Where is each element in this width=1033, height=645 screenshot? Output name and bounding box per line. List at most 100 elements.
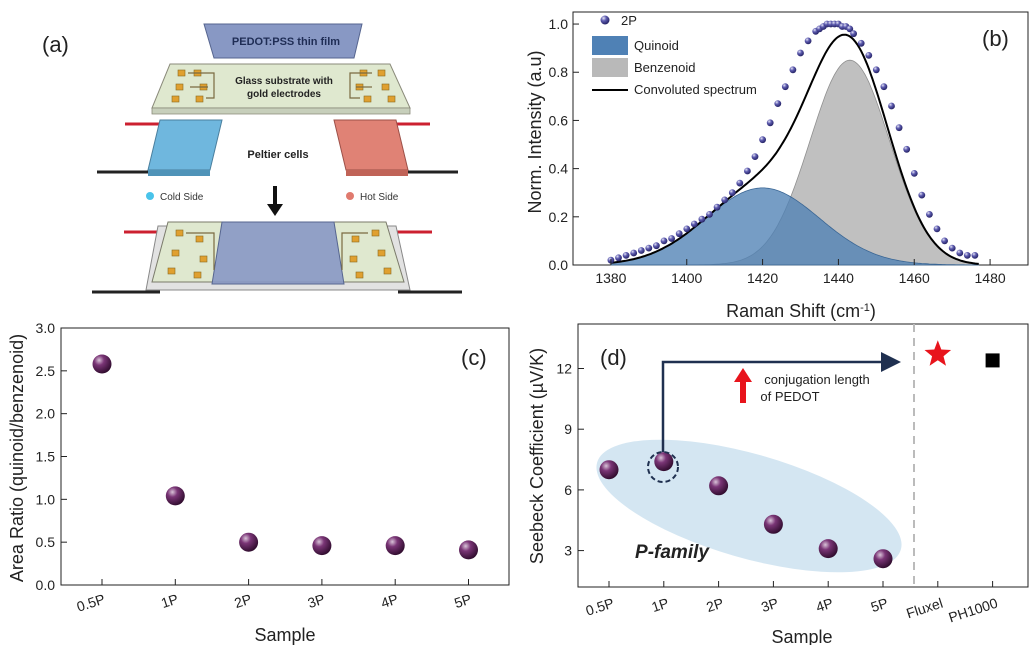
y-tick-label: 0.0 — [549, 257, 569, 273]
x-tick-label: 1460 — [899, 270, 930, 286]
raman-point — [736, 179, 744, 187]
substrate-label-2: gold electrodes — [247, 89, 321, 100]
panel-a-label: (a) — [42, 32, 69, 57]
raman-point — [615, 254, 622, 262]
cold-side-dot — [146, 192, 154, 200]
panel-b-label: (b) — [982, 26, 1009, 51]
x-tick-label: 4P — [814, 595, 835, 616]
x-tick-label: 5P — [452, 591, 473, 612]
raman-point — [963, 252, 971, 259]
highlight-1p-dashed-circle — [647, 451, 679, 483]
seebeck-point — [873, 549, 893, 569]
y-tick-label: 3 — [564, 543, 572, 559]
seebeck-point — [709, 476, 729, 496]
raman-point — [880, 83, 888, 91]
raman-point — [926, 211, 933, 218]
plot-b-axes: 1380 1400 1420 1440 1460 1480 0.0 0.2 0.4 0.6 0.8 1… — [549, 16, 1006, 286]
raman-point — [698, 215, 706, 223]
x-tick-label: 1P — [159, 591, 180, 612]
cold-peltier-cell — [147, 119, 223, 171]
raman-point — [721, 196, 729, 204]
hot-side-dot — [346, 192, 354, 200]
legend-quinoid-label: Quinoid — [634, 38, 679, 53]
raman-point — [690, 220, 698, 228]
conjugation-label-1: conjugation length — [764, 372, 870, 387]
raman-point — [766, 119, 774, 127]
raman-point — [622, 252, 630, 259]
plot-d-ylabel: Seebeck Coefficient (µV/K) — [527, 348, 547, 564]
fluxel-star-point — [924, 340, 952, 366]
raman-point — [918, 191, 926, 199]
raman-point — [637, 247, 645, 254]
raman-point — [751, 153, 759, 161]
raman-point — [653, 242, 660, 250]
y-tick-label: 1.0 — [549, 16, 569, 32]
area-ratio-point — [92, 354, 112, 374]
area-ratio-point — [239, 532, 259, 552]
panel-c-area-ratio-chart: (c) 0.00.51.01.52.02.53.00.5P 1P 2P 3P 4P 5P … — [7, 320, 510, 645]
area-ratio-point — [312, 536, 332, 556]
x-tick-label: 3P — [306, 591, 327, 612]
raman-point — [872, 66, 880, 74]
x-tick-label: 4P — [379, 591, 400, 612]
x-tick-label: 1P — [649, 595, 670, 616]
convoluted-spectrum-line — [610, 33, 979, 265]
x-tick-label: 3P — [759, 595, 780, 616]
x-tick-label: 1420 — [747, 270, 778, 286]
y-tick-label: 0.4 — [549, 161, 569, 177]
raman-point — [706, 211, 713, 218]
plot-b-legend: 2P Quinoid Benzenoid Convoluted spectrum — [592, 13, 757, 97]
seebeck-point — [763, 514, 783, 534]
seebeck-point — [818, 539, 838, 559]
gold-electrodes-left — [171, 69, 215, 103]
raman-point — [744, 167, 751, 175]
area-ratio-point — [459, 540, 478, 560]
x-tick-label: 1480 — [975, 270, 1006, 286]
seebeck-point — [599, 460, 619, 480]
plot-d-xlabel: Sample — [771, 627, 832, 645]
x-tick-label: 2P — [232, 591, 253, 612]
red-up-arrow-icon — [734, 368, 752, 382]
legend-benzenoid-swatch — [592, 58, 628, 77]
x-tick-label: PH1000 — [946, 595, 999, 626]
x-tick-label: 5P — [869, 595, 890, 616]
raman-point — [895, 124, 903, 132]
panel-c-label: (c) — [461, 345, 487, 370]
y-tick-label: 1.5 — [36, 449, 56, 465]
panel-d-label: (d) — [600, 345, 627, 370]
y-tick-label: 3.0 — [36, 320, 56, 336]
raman-point — [683, 225, 691, 233]
raman-point — [759, 136, 766, 144]
panel-b-raman-chart: (b) 1380 1400 1420 1440 1460 1480 0.0 0.2 0.4 0.6… — [525, 11, 1029, 321]
down-arrow-icon — [267, 204, 283, 216]
plot-d-frame — [577, 323, 1029, 588]
plot-c-ylabel: Area Ratio (quinoid/benzenoid) — [7, 334, 27, 582]
p-family-label: P-family — [635, 542, 710, 563]
y-tick-label: 12 — [556, 361, 572, 377]
legend-benzenoid-label: Benzenoid — [634, 60, 695, 75]
plot-d-points — [599, 340, 1000, 569]
y-tick-label: 0.5 — [36, 534, 56, 550]
raman-point — [846, 25, 854, 33]
film-label: PEDOT:PSS thin film — [232, 36, 340, 48]
panel-d-seebeck-chart: (d) conjugation length of PEDOT P-family… — [527, 323, 1029, 645]
raman-point — [660, 237, 668, 245]
gold-electrodes-right — [349, 69, 396, 103]
2p-points — [607, 20, 979, 264]
red-up-arrow-stem — [740, 380, 746, 403]
y-tick-label: 9 — [564, 421, 572, 437]
y-tick-label: 2.0 — [36, 406, 56, 422]
raman-point — [948, 244, 956, 252]
assembled-electrodes — [167, 229, 392, 279]
legend-quinoid-swatch — [592, 36, 628, 55]
plot-b-xlabel: Raman Shift (cm-1) — [726, 301, 876, 321]
x-tick-label: 1440 — [823, 270, 854, 286]
raman-point — [675, 230, 683, 238]
y-tick-label: 0.2 — [549, 209, 569, 225]
x-tick-label: 0.5P — [75, 591, 107, 615]
raman-point — [781, 83, 789, 91]
raman-point — [865, 52, 873, 59]
raman-point — [910, 170, 918, 177]
y-tick-label: 0.0 — [36, 577, 56, 593]
